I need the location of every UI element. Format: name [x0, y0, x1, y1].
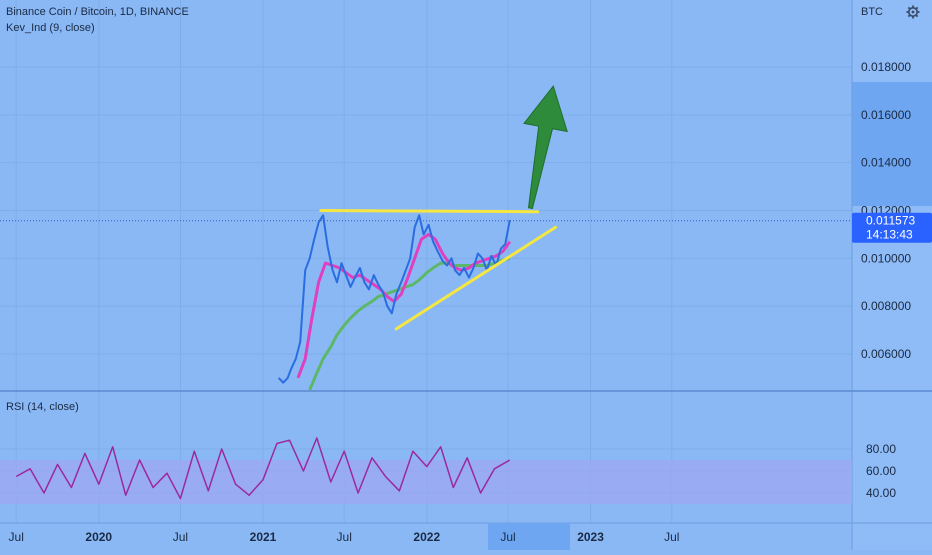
bar-countdown-label: 14:13:43: [866, 228, 913, 242]
time-axis-tick-label[interactable]: Jul: [9, 530, 24, 544]
rsi-axis-tick-label: 40.00: [866, 486, 896, 500]
symbol-title[interactable]: Binance Coin / Bitcoin, 1D, BINANCE: [6, 6, 189, 18]
time-axis-tick-label[interactable]: Jul: [664, 530, 679, 544]
rsi-band: [0, 460, 852, 504]
price-axis-tick-label: 0.008000: [861, 299, 911, 313]
rsi-axis-tick-label: 80.00: [866, 442, 896, 456]
price-axis-tick-label: 0.014000: [861, 156, 911, 170]
price-line[interactable]: [277, 214, 511, 384]
time-axis-tick-label[interactable]: Jul: [500, 530, 515, 544]
trendline[interactable]: [319, 209, 540, 214]
price-scale-highlight: [852, 82, 932, 206]
price-axis-tick-label: 0.018000: [861, 60, 911, 74]
time-axis-tick-label[interactable]: Jul: [337, 530, 352, 544]
price-axis-tick-label: 0.010000: [861, 251, 911, 265]
rsi-legend[interactable]: RSI (14, close): [6, 401, 79, 413]
settings-icon[interactable]: [906, 5, 920, 19]
time-axis-tick-label[interactable]: 2020: [85, 530, 112, 544]
time-axis-tick-label[interactable]: 2022: [413, 530, 440, 544]
grid-lines: [0, 0, 852, 523]
price-pane[interactable]: [277, 214, 512, 391]
trendline[interactable]: [394, 225, 558, 331]
price-axis-tick-label: 0.006000: [861, 347, 911, 361]
time-axis-tick-label[interactable]: Jul: [173, 530, 188, 544]
price-axis-tick-label: 0.016000: [861, 108, 911, 122]
current-price-marker[interactable]: 0.011573 14:13:43: [852, 212, 932, 243]
drawings[interactable]: [319, 85, 568, 331]
rsi-line[interactable]: [15, 437, 511, 500]
currency-label: BTC: [861, 6, 883, 18]
price-marker-box: [852, 212, 932, 243]
time-axis-highlight: [488, 523, 570, 550]
indicator-legend[interactable]: Kev_Ind (9, close): [6, 22, 95, 34]
current-price-label: 0.011573: [866, 214, 915, 228]
rsi-pane[interactable]: [15, 437, 511, 500]
rsi-axis-tick-label: 60.00: [866, 464, 896, 478]
arrow-up-icon[interactable]: [523, 85, 568, 210]
time-axis-tick-label[interactable]: 2023: [577, 530, 604, 544]
time-axis-tick-label[interactable]: 2021: [250, 530, 277, 544]
